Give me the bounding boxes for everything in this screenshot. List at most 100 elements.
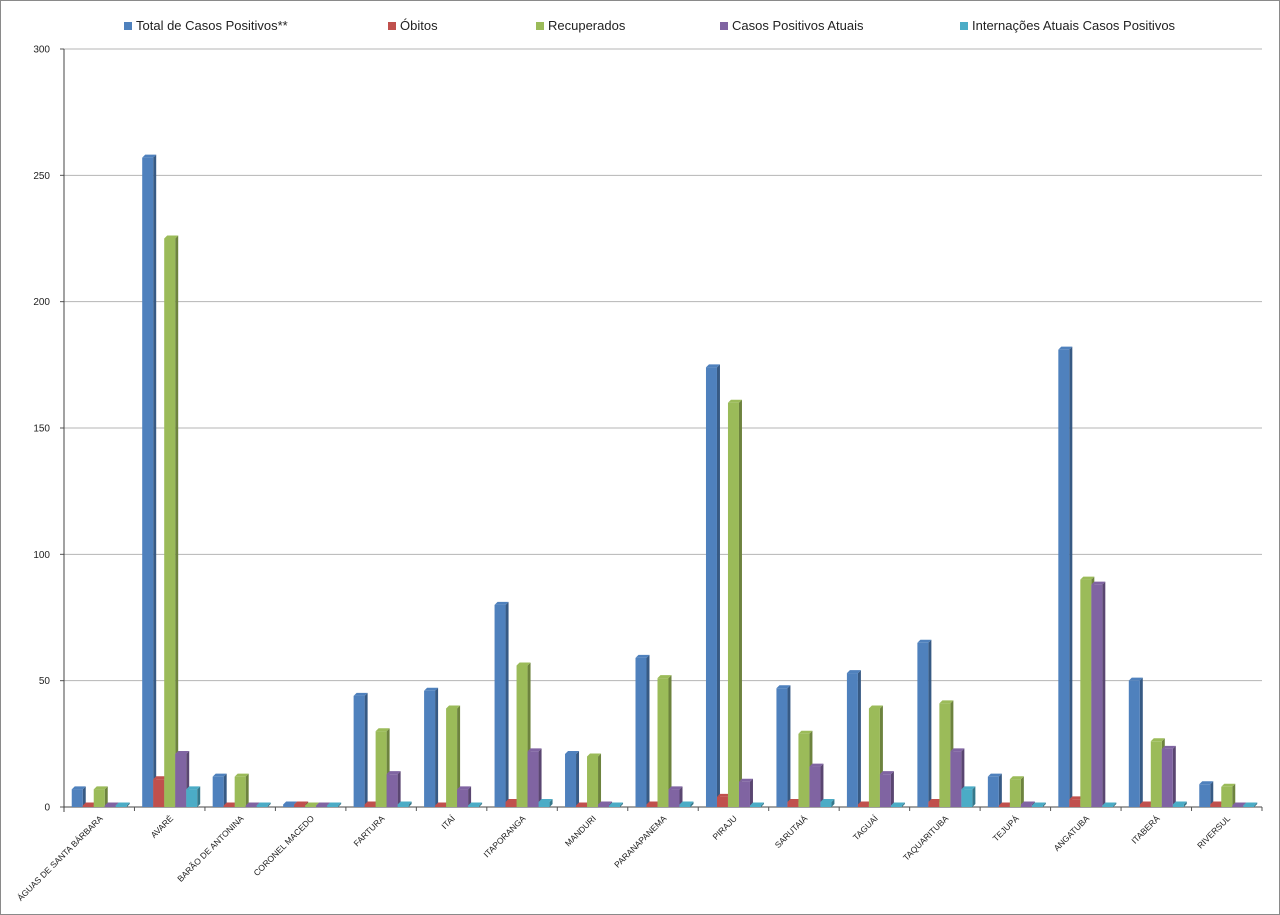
bar [245,805,257,807]
bar [1161,748,1173,807]
x-tick-label: SARUTAIÁ [773,813,810,850]
bar [565,753,577,807]
bar-top [846,670,861,674]
bar-side [126,802,130,807]
bar-side [223,773,227,807]
bar-side [831,798,835,807]
bar [223,805,235,807]
legend-label-obitos: Óbitos [400,18,438,33]
y-tick-label: 300 [33,45,50,56]
bar [468,805,480,807]
bar-top [353,692,368,696]
x-tick-label: ÁGUAS DE SANTA BÁRBARA [15,813,105,903]
legend-item-total: Total de Casos Positivos** [124,18,288,33]
bar [115,805,127,807]
bar-side [972,786,976,807]
bar-top [245,802,260,806]
bar-top [809,763,824,767]
bar [375,731,387,807]
bar-top [798,730,813,734]
bar [679,804,691,807]
x-tick-label: PARANAPANEMA [612,813,669,870]
bar-top [1210,801,1225,805]
bar-top [446,705,461,709]
bar [82,805,94,807]
bar [316,805,328,807]
bar-side [153,154,157,807]
bar-top [679,801,694,805]
bar [1232,805,1244,807]
bar [917,642,929,807]
legend-label-recuperados: Recuperados [548,18,626,33]
bar-top [175,750,190,754]
legend-swatch-atuais [720,21,728,30]
bar-side [1139,677,1143,807]
bar [587,756,599,807]
bar [998,805,1010,807]
legend-swatch-internacoes [960,21,968,30]
bar-side [1020,776,1024,807]
legend-item-internacoes: Internações Atuais Casos Positivos [960,18,1175,33]
bar [716,796,728,807]
bar-top [1128,677,1143,681]
bar [93,789,105,807]
bar-side [408,801,412,807]
legend-item-obitos: Óbitos [388,18,438,33]
bar-top [1172,801,1187,805]
bar [142,157,154,807]
bar-side [857,670,861,807]
bar-side [668,675,672,807]
bar-top [879,771,894,775]
bar [538,801,550,807]
bar-top [104,802,119,806]
bar-top [776,685,791,689]
bar-side [197,786,201,807]
bar-top [1020,801,1035,805]
bar [928,801,940,807]
bar-side [1069,346,1073,807]
bar [457,789,469,807]
bar [857,804,869,807]
bar-top [424,687,439,691]
bar-side [679,786,683,807]
bar [987,776,999,807]
bar-side [749,778,753,807]
bar [738,781,750,807]
x-tick-label: PIRAJU [710,813,738,841]
x-tick-label: TEJUPÁ [991,813,1021,843]
bar-side [538,748,542,807]
legend-swatch-recuperados [536,21,544,30]
bar-top [364,801,379,805]
bar-top [868,705,883,709]
bar-side [1183,801,1187,807]
bar-top [1031,802,1046,806]
bar-top [609,802,624,806]
bar-side [1172,745,1176,807]
bar [256,805,268,807]
bar-top [1091,581,1106,585]
x-tick-label: ITAÍ [439,813,457,831]
bar-top [576,802,591,806]
y-tick-label: 50 [39,676,51,687]
bar-top [494,601,509,605]
bar-top [749,802,764,806]
bar-top [186,786,201,790]
bar-top [727,399,742,403]
bar-side [267,802,271,807]
bar [879,774,891,807]
x-tick-label: TAQUARITUBA [901,813,951,863]
bar [1243,805,1255,807]
bar-side [1210,781,1214,807]
bar [798,733,810,807]
bar-top [668,786,683,790]
x-tick-label: MANDURI [563,813,598,848]
bar [516,665,528,807]
y-tick-label: 200 [33,297,50,308]
y-tick-label: 150 [33,424,50,435]
bar-top [316,802,331,806]
bar [749,805,761,807]
bar [353,695,365,807]
bar [212,776,224,807]
bar [1172,804,1184,807]
bar-top [738,778,753,782]
